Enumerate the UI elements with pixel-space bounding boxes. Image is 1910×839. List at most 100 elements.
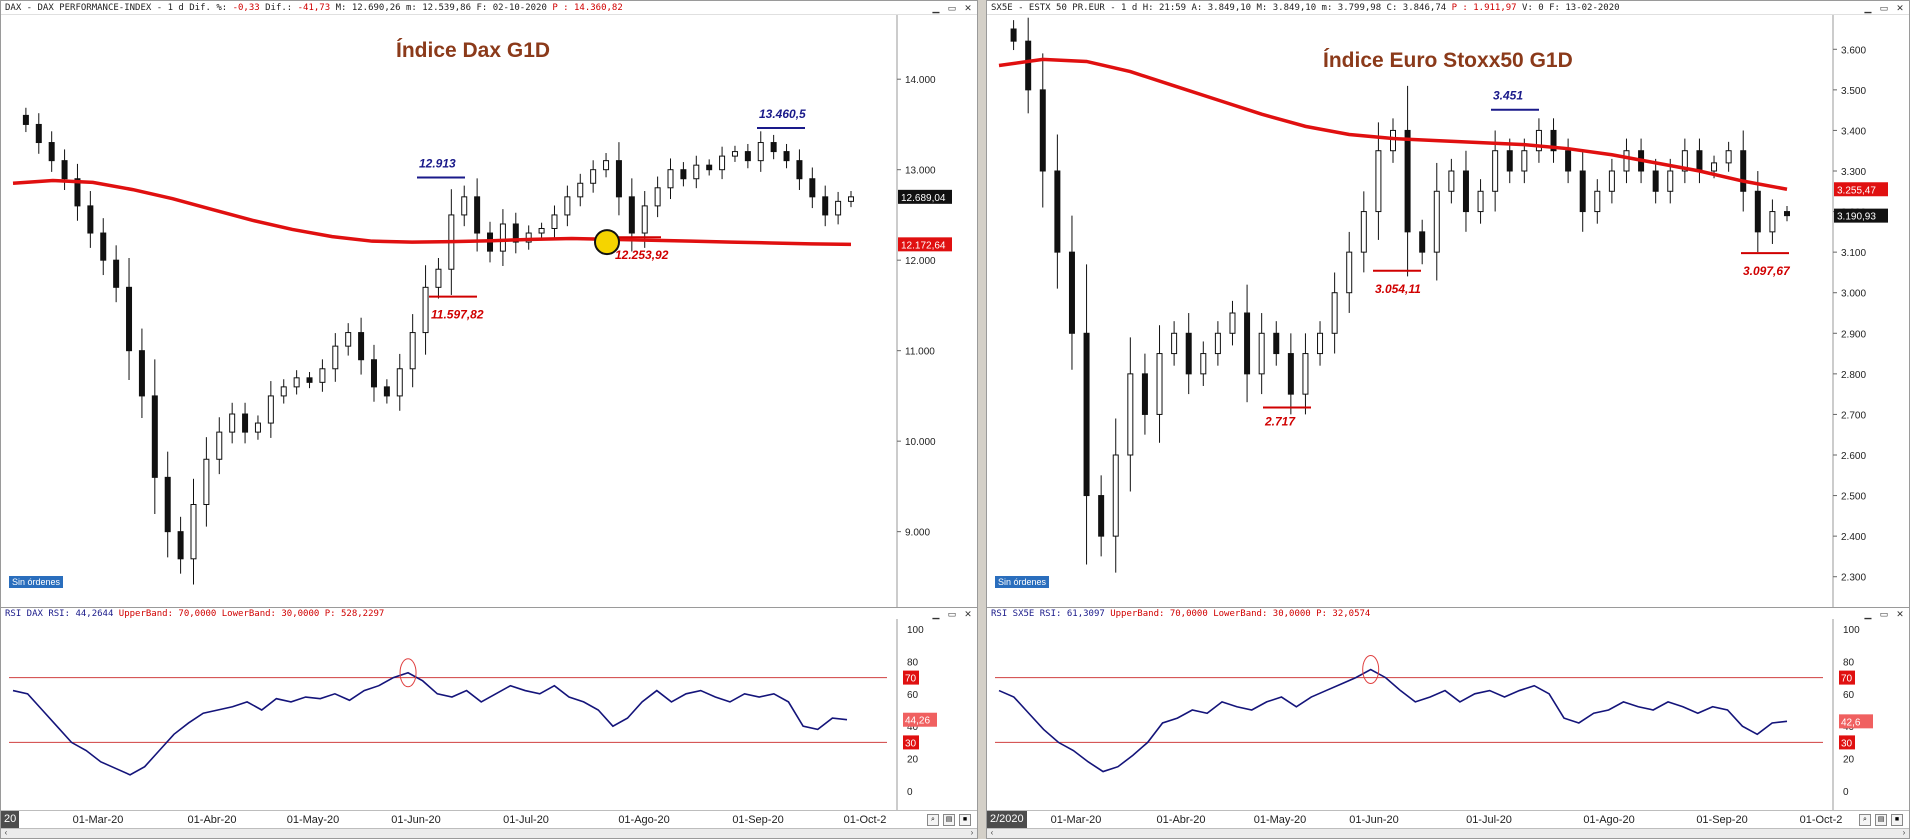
stoxx-price-chart[interactable]: 3.6003.5003.4003.3003.2003.1003.0002.900… [987,15,1910,607]
left-candle-body [126,286,133,352]
stop-icon[interactable]: ■ [959,814,971,826]
scroll-right-icon[interactable]: › [970,828,974,837]
minimize-icon[interactable]: ▁ [1864,609,1872,619]
right-candle-body [1608,170,1615,192]
maximize-icon[interactable]: ▭ [947,3,957,13]
right-date-label: 01-Abr-20 [1156,814,1206,826]
dax-orders-badge[interactable]: Sin órdenes [9,576,64,588]
zoom-icon[interactable]: ⌕ [1859,814,1871,826]
left-candle-body [512,223,519,243]
left-price-tick-label: 13.000 [905,166,936,177]
stoxx-rsi-window-controls: ▁ ▭ ✕ [1863,609,1905,619]
left-date-label: 01-Ago-20 [618,814,670,826]
right-candle-body [1302,353,1309,395]
left-candle-body [474,196,481,234]
right-candle-body [1039,89,1046,172]
right-ma-price-label: 3.255,47 [1837,185,1876,196]
save-icon[interactable]: ▤ [943,814,955,826]
stoxx-rsi-lower: LowerBand: 30,0000 [1213,609,1311,619]
left-date-label: 01-Oct-2 [843,814,887,826]
dax-dif-label: Dif.: [265,3,293,13]
right-candle-body [1740,150,1747,192]
scroll-left-icon[interactable]: ‹ [990,828,994,837]
stop-icon[interactable]: ■ [1891,814,1903,826]
dax-price-chart[interactable]: 14.000 13.000 12.000 11.000 10.000 9.000 12.68… [1,15,978,607]
left-candle-body [74,178,81,207]
right-price-tick-label: 3.600 [1841,45,1866,56]
right-candle-body [1754,190,1761,233]
right-date-label: 01-Ago-20 [1583,814,1635,826]
right-rsi-tick-label: 20 [1843,755,1855,766]
right-candle-body [1317,332,1324,355]
right-candle-body [1419,231,1426,253]
left-candle-body [577,182,584,198]
save-icon[interactable]: ▤ [1875,814,1887,826]
left-rsi-value-flag [903,712,937,727]
left-candle-body [370,359,377,388]
left-rsi-tick-label: 40 [907,722,919,733]
left-candle-body [48,142,55,162]
right-candle-body [1506,150,1513,172]
dax-dif-pct: -0,33 [232,3,260,13]
right-rsi-band-flag-70 [1839,670,1855,685]
right-candle-body [1652,170,1659,192]
right-candle-body [1711,162,1718,172]
minimize-icon[interactable]: ▁ [1864,3,1872,13]
right-candle-body [1433,190,1440,253]
stoxx-horizontal-scrollbar[interactable]: ‹ › [987,828,1909,838]
dax-horizontal-scrollbar[interactable]: ‹ › [1,828,977,838]
minimize-icon[interactable]: ▁ [932,609,940,619]
maximize-icon[interactable]: ▭ [1879,3,1889,13]
left-candle-body [590,169,597,184]
right-price-tick-label: 3.000 [1841,289,1866,300]
maximize-icon[interactable]: ▭ [1879,609,1889,619]
left-rsi-tick-label: 80 [907,657,919,668]
left-rsi-value-label: 44,26 [905,716,930,727]
right-date-label: 01-Jun-20 [1349,814,1399,826]
left-candle-body [203,458,210,506]
right-price-tick-label: 2.800 [1841,370,1866,381]
stoxx-orders-badge[interactable]: Sin órdenes [995,576,1050,588]
dax-rsi-chart[interactable]: 100 80 60 40 20 0 70 30 44,26 [1,619,978,812]
right-annotation-a1: 3.451 [1493,89,1523,103]
close-icon[interactable]: ✕ [1896,3,1904,13]
right-candle-body [1229,312,1236,334]
left-candle-body [345,332,352,347]
scroll-right-icon[interactable]: › [1902,828,1906,837]
left-highlight-circle [594,229,620,256]
left-candle-body [796,160,803,180]
stoxx-chart-pane: SX5E - ESTX 50 PR.EUR - 1 d H: 21:59 A: … [986,0,1910,839]
dax-chart-title: Índice Dax G1D [396,39,551,62]
right-last-price-label: 3.190,93 [1837,212,1876,223]
left-candle-body [551,214,558,230]
left-candle-body [190,504,197,560]
right-candle-body [1054,170,1061,253]
left-price-tick-label: 10.000 [905,437,936,448]
stoxx-rsi-chart[interactable]: 100806040200703042,6 [987,619,1910,812]
minimize-icon[interactable]: ▁ [932,3,940,13]
left-candle-body [383,386,390,397]
left-last-price-label: 12.689,04 [901,193,946,204]
left-candle-body [499,223,506,252]
right-candle-body [1404,129,1411,233]
zoom-icon[interactable]: ⌕ [927,814,939,826]
left-candle-body [242,413,249,433]
maximize-icon[interactable]: ▭ [947,609,957,619]
right-price-tick-label: 3.100 [1841,248,1866,259]
right-candle-body [1214,332,1221,355]
stoxx-vol: V: 0 F: 13-02-2020 [1522,3,1620,13]
right-date-label: 01-May-20 [1253,814,1307,826]
close-icon[interactable]: ✕ [1896,609,1904,619]
right-candle-body [1200,353,1207,375]
left-annotation-a2: 13.460,5 [759,107,806,121]
left-candle-body [783,151,790,162]
left-candle-body [87,205,94,234]
stoxx-symbol: SX5E - ESTX 50 PR.EUR - [991,3,1116,13]
right-candle-body [1681,150,1688,172]
left-date-label: 01-Jun-20 [391,814,441,826]
close-icon[interactable]: ✕ [964,609,972,619]
close-icon[interactable]: ✕ [964,3,972,13]
scroll-left-icon[interactable]: ‹ [4,828,8,837]
right-annotation-a2: 3.054,11 [1375,282,1421,296]
left-candle-body [628,196,635,234]
